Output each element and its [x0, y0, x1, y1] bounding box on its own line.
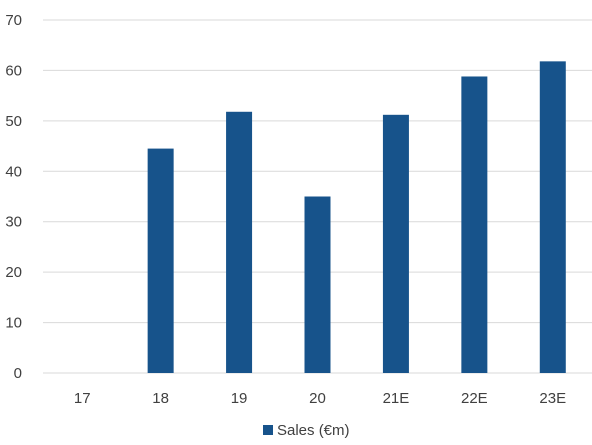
x-axis-tick-labels: 17 18 19 20 21E 22E 23E — [74, 390, 566, 407]
bar-19 — [226, 111, 253, 373]
x-tick-label: 19 — [231, 390, 248, 407]
y-axis-tick-labels: 0 10 20 30 40 50 60 70 — [5, 12, 22, 382]
x-tick-label: 22E — [461, 390, 488, 407]
x-tick-label: 18 — [152, 390, 169, 407]
legend-label: Sales (€m) — [277, 422, 350, 439]
y-tick-label: 20 — [5, 264, 22, 281]
legend-swatch — [263, 425, 273, 435]
bar-21E — [382, 114, 409, 373]
x-tick-label: 21E — [383, 390, 410, 407]
y-tick-label: 0 — [14, 365, 22, 382]
y-tick-label: 70 — [5, 12, 22, 29]
legend: Sales (€m) — [263, 422, 350, 439]
x-tick-label: 20 — [309, 390, 326, 407]
bar-23E — [539, 61, 566, 373]
y-tick-label: 60 — [5, 62, 22, 79]
bar-18 — [147, 148, 174, 373]
bars — [147, 61, 566, 373]
bar-20 — [304, 196, 331, 373]
x-tick-label: 23E — [539, 390, 566, 407]
y-tick-label: 40 — [5, 163, 22, 180]
bar-22E — [461, 76, 488, 373]
y-tick-label: 10 — [5, 315, 22, 332]
y-tick-label: 50 — [5, 113, 22, 130]
y-tick-label: 30 — [5, 214, 22, 231]
x-tick-label: 17 — [74, 390, 91, 407]
